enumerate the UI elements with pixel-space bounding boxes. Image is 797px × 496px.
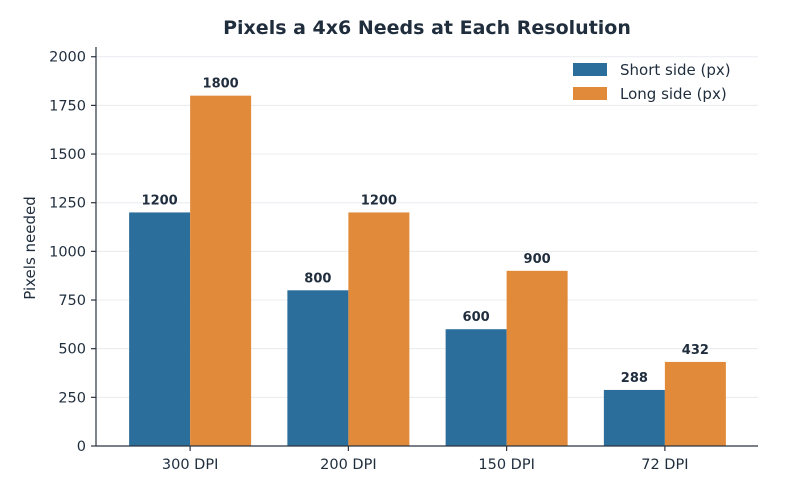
data-labels: 1200 1800 800 1200 600 900 288 432: [142, 77, 709, 386]
data-label: 900: [524, 252, 551, 267]
legend-entry: Long side (px): [620, 85, 727, 103]
y-tick-label: 250: [58, 390, 86, 406]
bar: [603, 389, 665, 446]
bar: [445, 329, 507, 446]
y-tick-label: 1250: [49, 196, 86, 212]
x-tick-label: 300 DPI: [162, 457, 218, 473]
data-label: 600: [463, 310, 490, 325]
x-tick-label: 72 DPI: [641, 457, 688, 473]
data-label: 800: [304, 271, 331, 286]
y-axis-label: Pixels needed: [21, 196, 39, 300]
chart-title: Pixels a 4x6 Needs at Each Resolution: [223, 17, 631, 39]
data-label: 1800: [203, 77, 239, 92]
y-tick-label: 0: [77, 439, 86, 455]
x-tick-label: 150 DPI: [478, 457, 534, 473]
y-tick-label: 500: [58, 342, 86, 358]
bars: [129, 95, 726, 446]
bar: [348, 212, 410, 446]
bar: [129, 212, 191, 446]
data-label: 432: [682, 343, 709, 358]
legend: Short side (px) Long side (px): [573, 61, 731, 103]
legend-swatch: [573, 63, 607, 76]
y-tick-label: 1000: [49, 244, 86, 260]
bar: [287, 290, 349, 446]
legend-swatch: [573, 87, 607, 100]
data-label: 1200: [142, 193, 178, 208]
legend-entry: Short side (px): [620, 61, 731, 79]
bar: [664, 361, 726, 446]
y-tick-label: 2000: [49, 50, 86, 66]
data-label: 288: [621, 371, 648, 386]
x-tick-label: 200 DPI: [320, 457, 376, 473]
y-tick-label: 1750: [49, 98, 86, 114]
y-tick-label: 750: [58, 293, 86, 309]
bar: [506, 270, 568, 446]
y-tick-label: 1500: [49, 147, 86, 163]
data-label: 1200: [361, 193, 397, 208]
axes: 0 250 500 750 1000 1250 1500 1750 2000 300 DPI 200…: [49, 47, 758, 473]
bar: [190, 95, 252, 446]
